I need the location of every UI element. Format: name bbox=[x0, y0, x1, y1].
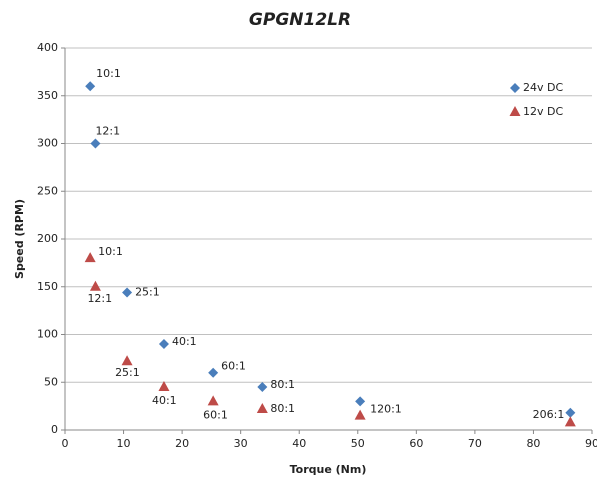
legend-marker bbox=[509, 106, 521, 116]
point-label: 10:1 bbox=[96, 67, 121, 80]
point bbox=[122, 287, 133, 298]
point-label: 60:1 bbox=[221, 360, 246, 373]
point-label: 12:1 bbox=[87, 292, 112, 305]
point-label: 80:1 bbox=[270, 402, 295, 415]
point bbox=[208, 367, 219, 378]
x-tick-label: 70 bbox=[468, 437, 482, 450]
y-tick-label: 150 bbox=[37, 280, 58, 293]
y-tick-label: 350 bbox=[37, 89, 58, 102]
y-tick-label: 50 bbox=[44, 375, 58, 388]
point bbox=[355, 396, 366, 407]
y-tick-label: 300 bbox=[37, 137, 58, 150]
point-label: 206:1 bbox=[533, 408, 565, 421]
point bbox=[564, 416, 576, 427]
point bbox=[89, 280, 101, 291]
x-tick-label: 40 bbox=[292, 437, 306, 450]
y-axis-label: Speed (RPM) bbox=[13, 199, 26, 279]
point bbox=[257, 382, 268, 393]
point-label: 120:1 bbox=[370, 402, 402, 415]
x-tick-label: 30 bbox=[234, 437, 248, 450]
y-tick-label: 0 bbox=[51, 423, 58, 436]
point-label: 25:1 bbox=[135, 285, 160, 298]
legend-label: 12v DC bbox=[523, 105, 563, 118]
x-axis-label: Torque (Nm) bbox=[290, 463, 367, 476]
y-tick-label: 400 bbox=[37, 41, 58, 54]
x-tick-label: 50 bbox=[351, 437, 365, 450]
point-label: 80:1 bbox=[270, 378, 295, 391]
point bbox=[158, 381, 170, 392]
point bbox=[256, 402, 268, 413]
point bbox=[207, 395, 219, 406]
x-tick-label: 60 bbox=[409, 437, 423, 450]
point-label: 10:1 bbox=[98, 245, 123, 258]
y-tick-label: 250 bbox=[37, 184, 58, 197]
point bbox=[158, 339, 169, 350]
point bbox=[85, 81, 96, 92]
point bbox=[354, 409, 366, 420]
y-tick-label: 200 bbox=[37, 232, 58, 245]
point bbox=[84, 252, 96, 263]
point-label: 12:1 bbox=[95, 125, 120, 138]
x-tick-label: 20 bbox=[175, 437, 189, 450]
point-label: 40:1 bbox=[152, 394, 177, 407]
point bbox=[121, 355, 133, 366]
x-tick-label: 10 bbox=[117, 437, 131, 450]
point-label: 25:1 bbox=[115, 366, 140, 379]
chart-title: GPGN12LR bbox=[249, 10, 351, 30]
point bbox=[565, 407, 576, 418]
legend-marker bbox=[510, 83, 520, 93]
x-tick-label: 80 bbox=[526, 437, 540, 450]
x-tick-label: 0 bbox=[62, 437, 69, 450]
point-label: 60:1 bbox=[203, 408, 228, 421]
x-tick-label: 90 bbox=[585, 437, 597, 450]
point bbox=[90, 138, 101, 149]
y-tick-label: 100 bbox=[37, 328, 58, 341]
legend-label: 24v DC bbox=[523, 81, 563, 94]
point-label: 40:1 bbox=[172, 335, 197, 348]
